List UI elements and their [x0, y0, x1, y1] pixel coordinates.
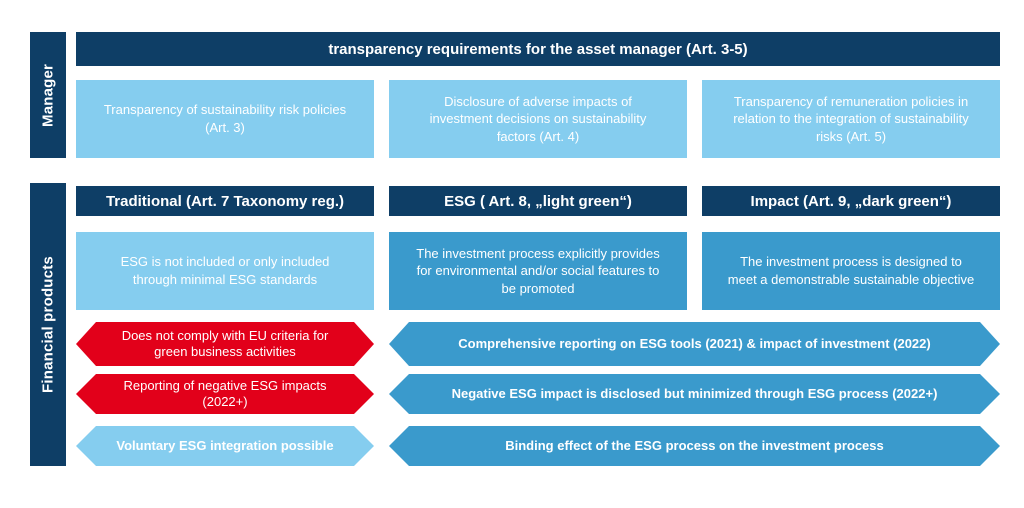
- manager-box-art5: Transparency of remuneration policies in…: [702, 80, 1000, 158]
- arrow-esg-impact-binding-effect: Binding effect of the ESG process on the…: [389, 426, 1000, 466]
- manager-box-art4: Disclosure of adverse impacts of investm…: [389, 80, 687, 158]
- manager-box-art3: Transparency of sustainability risk poli…: [76, 80, 374, 158]
- arrow-traditional-eu-criteria: Does not comply with EU criteria for gre…: [76, 322, 374, 366]
- description-esg: The investment process explicitly provid…: [389, 232, 687, 310]
- manager-sidebar-label: Manager: [30, 32, 66, 158]
- arrow-traditional-negative-esg-reporting: Reporting of negative ESG impacts (2022+…: [76, 374, 374, 414]
- manager-section-header: transparency requirements for the asset …: [76, 32, 1000, 66]
- description-traditional: ESG is not included or only included thr…: [76, 232, 374, 310]
- arrow-esg-impact-comprehensive-reporting: Comprehensive reporting on ESG tools (20…: [389, 322, 1000, 366]
- column-header-esg: ESG ( Art. 8, „light green“): [389, 186, 687, 216]
- arrow-esg-impact-negative-esg-disclosed: Negative ESG impact is disclosed but min…: [389, 374, 1000, 414]
- column-header-traditional: Traditional (Art. 7 Taxonomy reg.): [76, 186, 374, 216]
- financial-products-sidebar-label: Financial products: [30, 183, 66, 466]
- column-header-impact: Impact (Art. 9, „dark green“): [702, 186, 1000, 216]
- arrow-traditional-voluntary-esg: Voluntary ESG integration possible: [76, 426, 374, 466]
- description-impact: The investment process is designed to me…: [702, 232, 1000, 310]
